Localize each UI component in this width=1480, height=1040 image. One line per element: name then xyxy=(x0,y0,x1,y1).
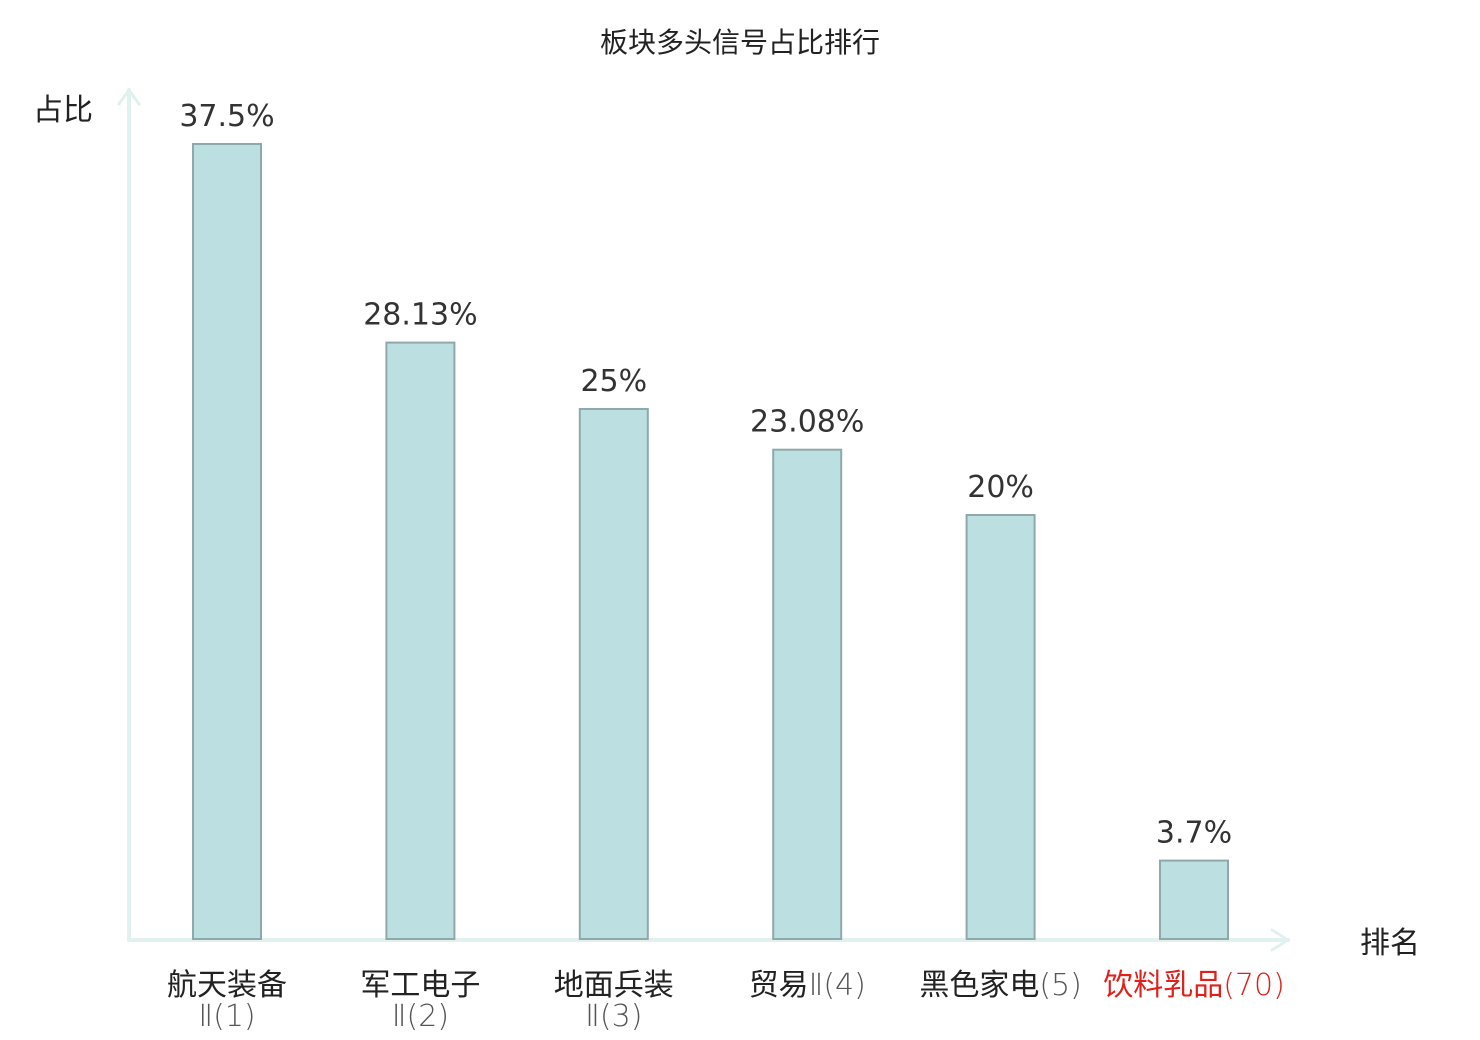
category-name: 饮料乳品 xyxy=(1103,968,1223,1003)
category-rank: Ⅱ(2) xyxy=(392,999,449,1034)
svg-text:饮料乳品(70): 饮料乳品(70) xyxy=(1103,968,1285,1003)
category-label: 贸易Ⅱ(4) xyxy=(749,968,866,1003)
bar xyxy=(1159,859,1229,940)
category-label: 饮料乳品(70) xyxy=(1103,968,1285,1003)
category-name: 军工电子 xyxy=(360,968,480,1003)
category-label: 黑色家电(5) xyxy=(919,968,1082,1003)
bar xyxy=(385,341,456,941)
bars xyxy=(192,143,1229,941)
category-rank: Ⅱ(3) xyxy=(585,999,642,1034)
category-name: 地面兵装 xyxy=(554,968,674,1003)
bar xyxy=(578,408,649,940)
bar-value-label: 28.13% xyxy=(363,298,477,333)
y-axis-arrowhead xyxy=(117,88,141,106)
axes xyxy=(117,88,1290,952)
category-rank: Ⅱ(4) xyxy=(809,968,866,1003)
bar xyxy=(192,143,262,940)
category-name: 黑色家电 xyxy=(919,968,1039,1003)
bar-value-label: 25% xyxy=(580,364,647,399)
bar xyxy=(965,514,1036,940)
bar-value-label: 3.7% xyxy=(1156,816,1232,851)
bar xyxy=(772,448,843,940)
svg-text:贸易Ⅱ(4): 贸易Ⅱ(4) xyxy=(749,968,866,1003)
x-axis-label: 排名 xyxy=(1360,926,1420,961)
bar-value-label: 20% xyxy=(967,470,1034,505)
bar-value-label: 23.08% xyxy=(750,405,864,440)
svg-text:黑色家电(5): 黑色家电(5) xyxy=(919,968,1082,1003)
value-labels: 37.5% 28.13% 25% 23.08% 20% 3.7% xyxy=(179,99,1232,851)
y-axis-label: 占比 xyxy=(33,93,93,128)
category-name: 贸易 xyxy=(749,968,809,1003)
category-rank: Ⅱ(1) xyxy=(198,999,255,1034)
category-rank: (70) xyxy=(1223,968,1285,1003)
chart-title: 板块多头信号占比排行 xyxy=(600,26,880,59)
category-rank: (5) xyxy=(1039,968,1082,1003)
bar-value-label: 37.5% xyxy=(179,99,274,134)
category-name: 航天装备 xyxy=(167,968,287,1003)
x-axis-arrowhead xyxy=(1270,928,1290,952)
